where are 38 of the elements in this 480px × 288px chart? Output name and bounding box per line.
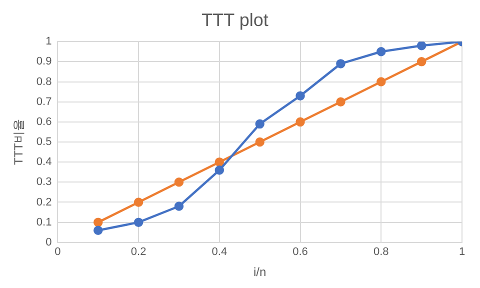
point (255, 137, 264, 147)
point (214, 165, 224, 175)
point (416, 57, 426, 66)
point (94, 226, 103, 235)
y-axis-title: TTT비율 (12, 119, 26, 165)
y-tick-label: 1 (46, 36, 52, 48)
x-tick-label: 0.6 (292, 246, 308, 258)
point (94, 218, 103, 227)
x-tick-label: 0.2 (130, 246, 146, 258)
y-tick-label: 0.9 (36, 56, 52, 68)
y-tick-label: 0.5 (36, 136, 52, 148)
y-tick-label: 0.3 (36, 176, 52, 188)
point (336, 59, 346, 68)
x-axis-title: i/n (254, 265, 266, 280)
chart-title: TTT plot (202, 10, 268, 30)
point (134, 198, 144, 207)
y-tick-label: 0.7 (36, 96, 52, 108)
y-tick-label: 0.6 (36, 116, 52, 128)
y-tick-label: 0.8 (36, 76, 52, 88)
x-tick-label: 0 (54, 246, 61, 258)
y-tick-label: 0.2 (36, 196, 52, 208)
x-tick-label: 0.8 (373, 246, 389, 258)
point (255, 119, 264, 129)
x-tick-label: 1 (458, 246, 466, 258)
point (376, 47, 386, 56)
point (416, 42, 426, 50)
point (296, 91, 305, 100)
point (174, 178, 184, 187)
point (296, 117, 305, 127)
point (134, 218, 144, 227)
point (174, 202, 184, 211)
point (336, 97, 346, 106)
point (376, 77, 386, 86)
x-tick-label: 0.4 (212, 246, 228, 258)
y-tick-label: 0.1 (36, 216, 52, 228)
y-tick-label: 0 (46, 236, 52, 248)
y-tick-label: 0.4 (36, 156, 52, 168)
point (214, 157, 224, 167)
